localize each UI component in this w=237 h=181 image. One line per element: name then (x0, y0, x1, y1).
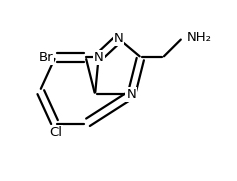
Text: Cl: Cl (49, 126, 62, 139)
Text: N: N (127, 88, 136, 101)
Text: N: N (94, 51, 104, 64)
Text: Br: Br (38, 51, 53, 64)
Text: NH₂: NH₂ (187, 31, 211, 44)
Text: N: N (114, 32, 123, 45)
